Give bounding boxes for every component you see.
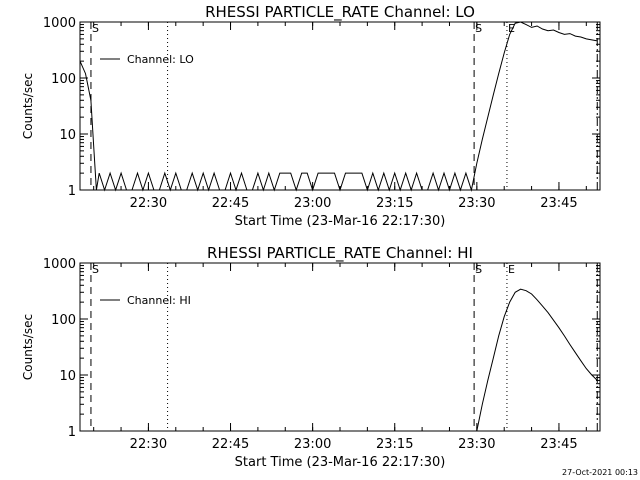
x-tick-label: 23:15 — [376, 196, 413, 211]
marker-label: S — [475, 263, 482, 276]
marker-label: E — [508, 263, 515, 276]
y-tick-label: 1000 — [43, 16, 76, 31]
x-tick-label: 22:45 — [212, 437, 249, 452]
x-axis-label: Start Time (23-Mar-16 22:17:30) — [235, 455, 446, 470]
x-tick-label: 23:45 — [540, 437, 577, 452]
plot-frame — [79, 262, 601, 432]
x-tick-label: 23:30 — [458, 196, 495, 211]
x-tick-label: 23:15 — [376, 437, 413, 452]
y-tick-label: 10 — [59, 369, 76, 384]
marker-label: S — [92, 263, 99, 276]
legend-label: Channel: LO — [127, 53, 194, 66]
x-tick-label: 22:30 — [130, 196, 167, 211]
series-line — [79, 21, 598, 192]
y-tick-label: 10 — [59, 128, 76, 143]
y-axis-label: Counts/sec — [21, 73, 35, 139]
x-axis-label: Start Time (23-Mar-16 22:17:30) — [235, 214, 446, 229]
x-tick-label: 22:30 — [130, 437, 167, 452]
x-tick-label: 23:00 — [294, 196, 331, 211]
legend-label: Channel: HI — [127, 294, 191, 307]
y-tick-label: 1 — [68, 184, 76, 199]
y-axis-label: Counts/sec — [21, 314, 35, 380]
series-line — [476, 288, 598, 432]
chart-title: RHESSI PARTICLE_RATE Channel: LO — [205, 3, 475, 22]
y-tick-label: 1 — [68, 425, 76, 440]
marker-label: S — [92, 22, 99, 35]
x-tick-label: 23:45 — [540, 196, 577, 211]
y-tick-label: 100 — [51, 72, 76, 87]
x-tick-label: 23:00 — [294, 437, 331, 452]
y-tick-label: 1000 — [43, 257, 76, 272]
x-tick-label: 23:30 — [458, 437, 495, 452]
x-tick-label: 22:45 — [212, 196, 249, 211]
y-tick-label: 100 — [51, 313, 76, 328]
plot-frame — [79, 21, 601, 191]
footer-timestamp: 27-Oct-2021 00:13 — [562, 468, 638, 477]
marker-label: S — [475, 22, 482, 35]
chart-title: RHESSI PARTICLE_RATE Channel: HI — [207, 244, 473, 263]
marker-label: E — [508, 22, 515, 35]
